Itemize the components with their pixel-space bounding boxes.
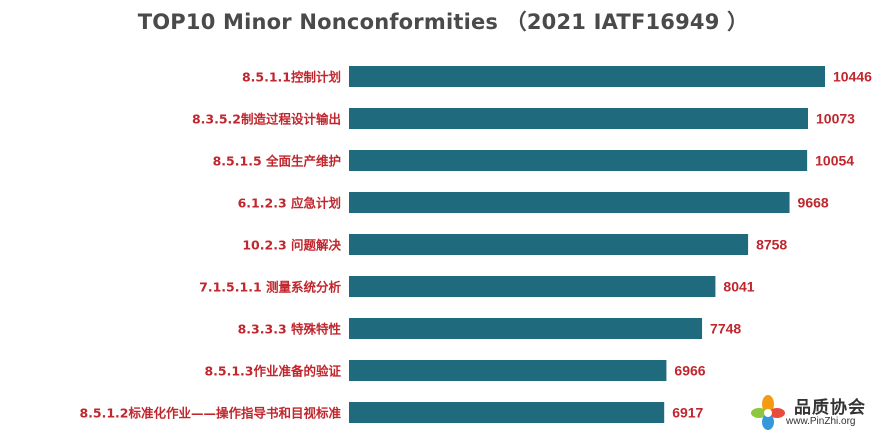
chart-title: TOP10 Minor Nonconformities （2021 IATF16… xyxy=(137,10,749,34)
category-label-2: 8.3.5.2制造过程设计输出 xyxy=(192,112,341,127)
value-label-3: 10054 xyxy=(815,153,854,169)
watermark: 品质协会 www.PinZhi.org xyxy=(746,393,876,433)
value-label-7: 7748 xyxy=(710,321,741,337)
bar-2 xyxy=(349,108,809,129)
value-label-6: 8041 xyxy=(723,279,754,295)
bar-1 xyxy=(349,66,825,87)
category-label-8: 8.5.1.3作业准备的验证 xyxy=(204,364,341,379)
category-label-5: 10.2.3 问题解决 xyxy=(242,238,341,253)
category-label-1: 8.5.1.1控制计划 xyxy=(242,70,341,85)
bar-9 xyxy=(349,402,665,423)
category-label-6: 7.1.5.1.1 测量系统分析 xyxy=(199,280,341,295)
bar-8 xyxy=(349,360,667,381)
category-label-9: 8.5.1.2标准化作业——操作指导书和目视标准 xyxy=(79,406,341,421)
bar-4 xyxy=(349,192,790,213)
flower-logo-icon xyxy=(751,395,785,430)
category-label-4: 6.1.2.3 应急计划 xyxy=(238,196,341,211)
value-label-9: 6917 xyxy=(672,405,703,421)
watermark-url: www.PinZhi.org xyxy=(786,416,856,427)
bar-3 xyxy=(349,150,808,171)
value-label-8: 6966 xyxy=(674,363,705,379)
bar-6 xyxy=(349,276,716,297)
bar-5 xyxy=(349,234,749,255)
value-label-4: 9668 xyxy=(798,195,829,211)
bar-7 xyxy=(349,318,703,339)
watermark-title: 品质协会 xyxy=(794,398,866,418)
category-label-3: 8.5.1.5 全面生产维护 xyxy=(213,154,341,169)
value-label-5: 8758 xyxy=(756,237,787,253)
category-label-7: 8.3.3.3 特殊特性 xyxy=(238,322,342,337)
value-label-2: 10073 xyxy=(816,111,855,127)
value-label-1: 10446 xyxy=(833,69,872,85)
